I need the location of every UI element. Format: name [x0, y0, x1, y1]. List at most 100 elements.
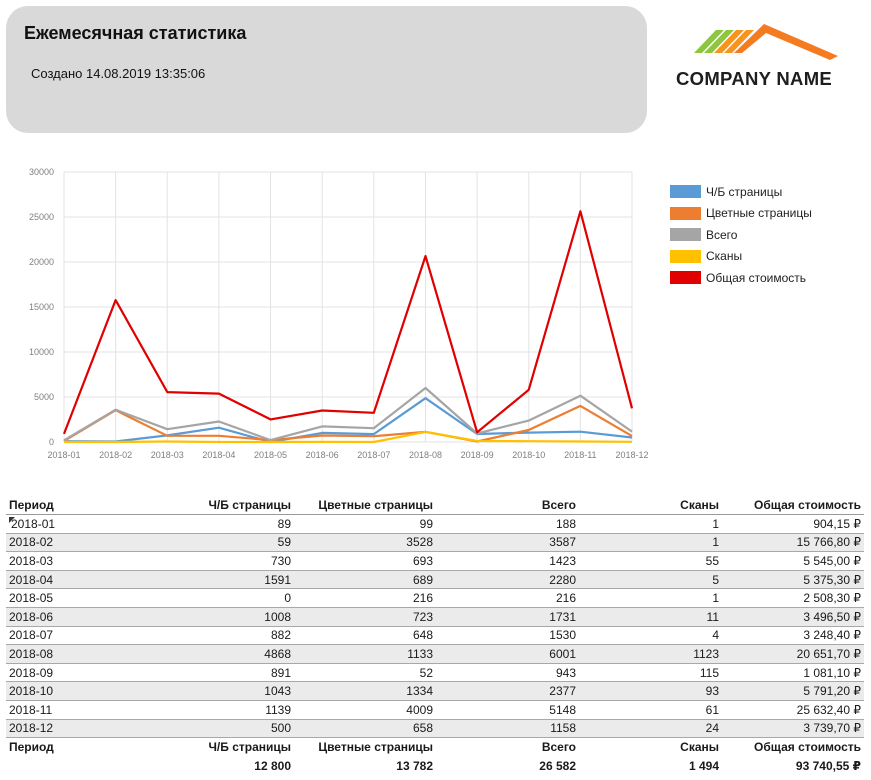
- y-tick-label: 10000: [29, 347, 54, 357]
- series-line-1: [63, 404, 633, 443]
- cell-color: 1334: [406, 684, 433, 699]
- table-row: 2018-06 1008 723 1731 11 3 496,50 ₽: [6, 607, 864, 627]
- cell-color: 4009: [406, 702, 433, 717]
- cell-color: 99: [419, 516, 433, 531]
- cell-cost: 2 508,30 ₽: [803, 591, 861, 606]
- cell-total: 188: [555, 516, 576, 531]
- logo-stripe-orange-1: [714, 30, 744, 53]
- legend-item: Ч/Б страницы: [670, 181, 812, 203]
- company-logo-icon: [694, 24, 838, 60]
- cell-bw: 4868: [264, 647, 291, 662]
- cell-scans: 1: [712, 535, 719, 550]
- col-header-color: Цветные страницы: [318, 498, 433, 513]
- cell-color: 723: [412, 609, 433, 624]
- cell-cost: 15 766,80 ₽: [796, 535, 861, 550]
- cell-period: 2018-02: [9, 535, 54, 550]
- cell-period: 2018-01: [6, 515, 136, 534]
- cell-bw: 89: [277, 516, 291, 531]
- legend-item: Всего: [670, 224, 812, 246]
- col-header-cost: Общая стоимость: [754, 498, 861, 513]
- cell-color: 216: [412, 591, 433, 606]
- y-tick-label: 15000: [29, 302, 54, 312]
- logo-stripe-green-2: [704, 30, 734, 53]
- x-tick-label: 2018-10: [512, 450, 545, 460]
- cell-color: 648: [412, 628, 433, 643]
- cell-color: 52: [419, 665, 433, 680]
- legend-swatch: [670, 271, 701, 285]
- cell-period: 2018-10: [9, 684, 54, 699]
- cell-total: 1530: [549, 628, 576, 643]
- cell-total: 2377: [549, 684, 576, 699]
- cell-total: 5148: [549, 702, 576, 717]
- logo-stripe-orange-2: [724, 30, 754, 53]
- table-row: 2018-03 730 693 1423 55 5 545,00 ₽: [6, 552, 864, 571]
- report-title: Ежемесячная статистика: [24, 23, 247, 43]
- footer-header-color: Цветные страницы: [318, 740, 433, 755]
- legend-item: Сканы: [670, 246, 812, 268]
- cell-scans: 115: [699, 665, 719, 680]
- cell-period: 2018-04: [9, 572, 54, 587]
- logo-roof: [734, 24, 838, 60]
- cell-cost: 3 496,50 ₽: [803, 609, 861, 624]
- table-totals-row: 12 800 13 782 26 582 1 494 93 740,55 ₽: [6, 756, 864, 775]
- report-header: Ежемесячная статистика Создано 14.08.201…: [6, 6, 647, 133]
- y-tick-label: 25000: [29, 212, 54, 222]
- x-tick-label: 2018-02: [99, 450, 132, 460]
- total-color: 13 782: [396, 758, 433, 773]
- cell-cost: 20 651,70 ₽: [796, 647, 861, 662]
- cell-bw: 1043: [264, 684, 291, 699]
- col-header-bw: Ч/Б страницы: [208, 498, 291, 513]
- legend-label: Сканы: [706, 249, 743, 264]
- cell-scans: 1: [712, 591, 719, 606]
- cell-period: 2018-06: [9, 609, 54, 624]
- cell-scans: 93: [705, 684, 719, 699]
- series-line-4: [62, 210, 634, 435]
- footer-header-scans: Сканы: [680, 740, 719, 755]
- y-tick-label: 30000: [29, 167, 54, 177]
- table-row: 2018-11 1139 4009 5148 61 25 632,40 ₽: [6, 701, 864, 720]
- cell-color: 658: [412, 721, 433, 736]
- cell-cost: 5 545,00 ₽: [803, 554, 861, 569]
- table-row: 2018-02 59 3528 3587 1 15 766,80 ₽: [6, 533, 864, 552]
- cell-period: 2018-12: [9, 721, 54, 736]
- cell-scans: 24: [705, 721, 719, 736]
- cell-bw: 0: [284, 591, 291, 606]
- table-row: 2018-08 4868 1133 6001 1123 20 651,70 ₽: [6, 644, 864, 664]
- y-tick-label: 5000: [34, 392, 54, 402]
- cell-total: 943: [555, 665, 576, 680]
- total-scans: 1 494: [688, 758, 719, 773]
- col-header-scans: Сканы: [680, 498, 719, 513]
- table-row: 2018-04 1591 689 2280 5 5 375,30 ₽: [6, 570, 864, 589]
- cell-period: 2018-07: [9, 628, 54, 643]
- cell-cost: 5 375,30 ₽: [803, 572, 861, 587]
- x-tick-label: 2018-01: [47, 450, 80, 460]
- cell-total: 216: [555, 591, 576, 606]
- cell-bw: 500: [270, 721, 291, 736]
- cell-total: 2280: [549, 572, 576, 587]
- cell-total: 6001: [549, 647, 576, 662]
- x-tick-label: 2018-07: [357, 450, 390, 460]
- x-tick-label: 2018-06: [306, 450, 339, 460]
- cell-corner-marker-icon: [9, 516, 15, 523]
- series-line-2: [63, 386, 633, 442]
- cell-cost: 3 248,40 ₽: [803, 628, 861, 643]
- cell-color: 3528: [406, 535, 433, 550]
- table-row: 2018-12 500 658 1158 24 3 739,70 ₽: [6, 719, 864, 738]
- cell-scans: 5: [712, 572, 719, 587]
- series-line-3: [64, 430, 633, 444]
- col-header-total: Всего: [541, 498, 576, 513]
- x-tick-label: 2018-11: [564, 450, 596, 460]
- cell-bw: 1139: [265, 702, 291, 717]
- cell-cost: 3 739,70 ₽: [803, 721, 861, 736]
- monthly-line-chart: 0 5000 10000 15000 20000 25000 30000 2018-01 201…: [29, 167, 649, 460]
- legend-label: Общая стоимость: [706, 270, 806, 285]
- footer-header-bw: Ч/Б страницы: [208, 740, 291, 755]
- cell-bw: 1008: [264, 609, 291, 624]
- legend-label: Всего: [706, 227, 738, 242]
- footer-header-cost: Общая стоимость: [754, 740, 861, 755]
- cell-total: 3587: [549, 535, 576, 550]
- cell-bw: 891: [270, 665, 291, 680]
- cell-color: 693: [412, 554, 433, 569]
- cell-cost: 5 791,20 ₽: [803, 684, 861, 699]
- cell-period: 2018-09: [9, 665, 54, 680]
